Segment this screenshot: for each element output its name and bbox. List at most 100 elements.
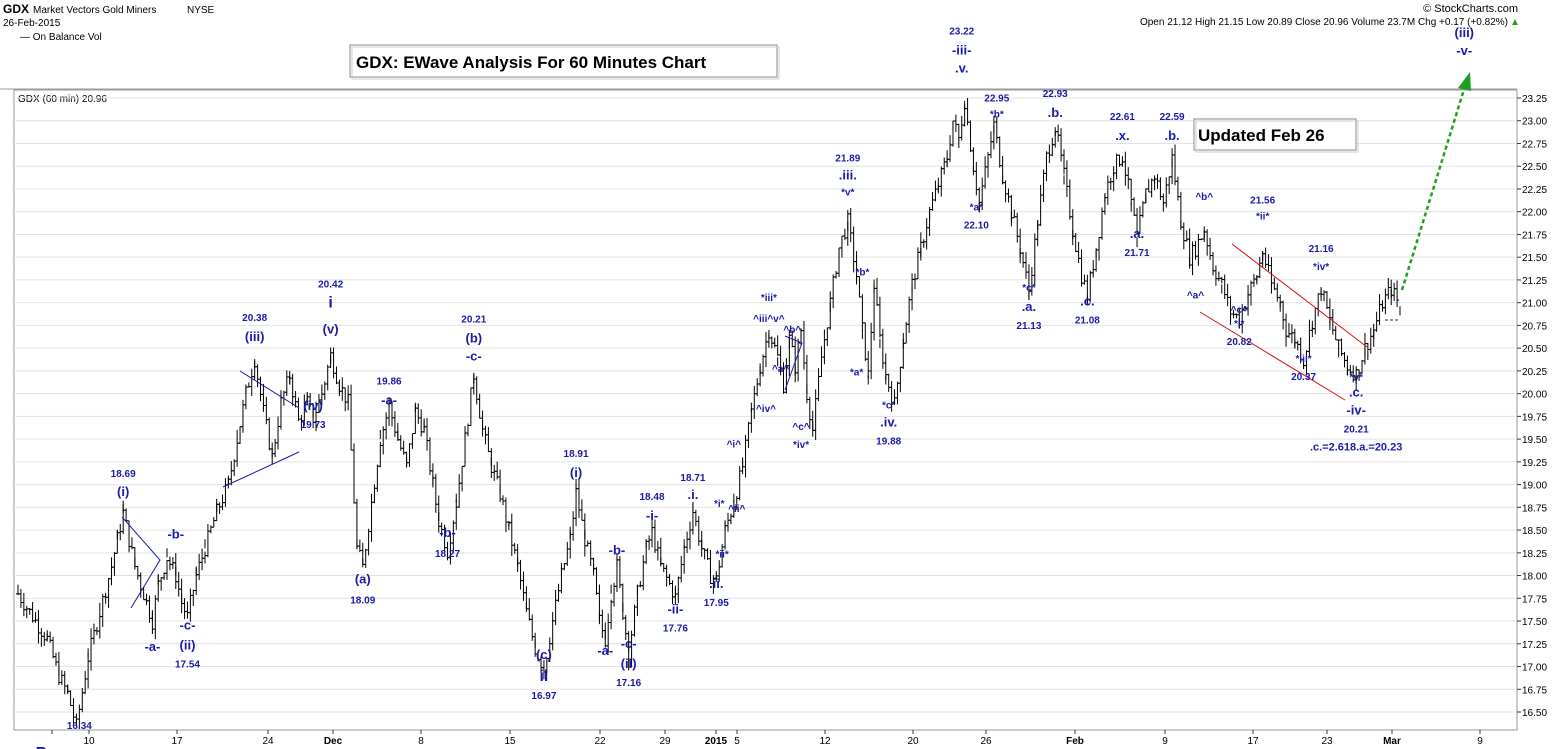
y-tick-label: 20.75 — [1522, 321, 1547, 332]
ohlc-bar — [258, 376, 263, 402]
wave-label: *i* — [1234, 319, 1245, 330]
y-tick-label: 21.50 — [1522, 253, 1547, 264]
wave-label: *v* — [1349, 373, 1362, 384]
ohlc-bar — [407, 443, 412, 468]
ohlc-bar — [638, 581, 643, 588]
x-tick-label: 15 — [504, 736, 516, 747]
ohlc-bar — [290, 373, 295, 406]
wave-label: ^ii^ — [728, 504, 745, 515]
ohlc-bar — [1056, 124, 1061, 142]
wave-label: ^b^ — [1195, 192, 1213, 203]
wave-label: *a* — [850, 367, 863, 378]
y-tick-label: 16.50 — [1522, 708, 1547, 719]
ohlc-bar — [617, 556, 622, 589]
ohlc-bar — [565, 541, 570, 566]
x-tick-label: 17 — [171, 736, 183, 747]
wave-label: .x. — [1115, 128, 1129, 143]
wave-label: 18.48 — [640, 492, 665, 503]
ohlc-bar — [527, 598, 532, 621]
ohlc-bar — [1091, 260, 1096, 278]
x-tick-label: 20 — [907, 736, 919, 747]
y-tick-label: 17.25 — [1522, 640, 1547, 651]
ohlc-bar — [1205, 229, 1210, 256]
ohlc-bar — [1047, 144, 1052, 164]
y-tick-label: 22.75 — [1522, 139, 1547, 150]
wave-label: 19.88 — [876, 437, 901, 448]
ohlc-bar — [886, 373, 891, 392]
ohlc-bar — [419, 409, 424, 437]
x-axis: 10 17 24 Dec 8 15 22 29 2015 5 12 20 26 Feb 9 17 23 Mar 9 — [51, 730, 1483, 747]
ohlc-bar — [1395, 280, 1400, 308]
ohlc-bar — [1365, 342, 1370, 360]
ohlc-bar — [106, 577, 111, 609]
wave-label: 18.09 — [350, 595, 375, 606]
wave-label: 21.16 — [1309, 244, 1334, 255]
symbol-name: Market Vectors Gold Miners — [33, 5, 156, 16]
ohlc-bar — [866, 350, 871, 379]
ohlc-bar — [1024, 252, 1029, 279]
up-arrow-icon — [1512, 19, 1518, 25]
ohlc-bar — [1050, 137, 1055, 157]
wave-label: .i. — [688, 487, 699, 502]
ohlc-bar — [895, 381, 900, 405]
wave-label: 17.54 — [175, 659, 200, 670]
ohlc-bar — [974, 161, 979, 196]
ohlc-bar — [255, 364, 260, 388]
x-tick-label: 24 — [262, 736, 274, 747]
wave-label: 22.93 — [1043, 89, 1068, 100]
ohlc-bar — [159, 577, 164, 591]
ohlc-bar — [165, 560, 170, 580]
ohlc-bar — [1263, 247, 1268, 269]
wave-label: -b- — [439, 525, 456, 540]
wave-label: *c* — [1022, 283, 1035, 294]
wave-label: ^c^ — [792, 422, 809, 433]
ohlc-bar — [1041, 169, 1046, 202]
ohlc-bar — [205, 523, 210, 558]
ohlc-bar — [375, 464, 380, 492]
wave-label: -v- — [1456, 43, 1472, 58]
wave-label: *b* — [990, 109, 1004, 120]
ohlc-bar — [1061, 149, 1066, 175]
analysis-title: GDX: EWave Analysis For 60 Minutes Chart — [356, 53, 706, 72]
ohlc-bar — [775, 335, 780, 356]
ohlc-bar — [679, 555, 684, 583]
x-tick-label: 12 — [819, 736, 831, 747]
ohlc-bar — [1164, 177, 1169, 208]
ohlc-bar — [343, 387, 348, 412]
ohlc-bar — [425, 418, 430, 451]
ohlc-bar — [571, 511, 576, 541]
ohlc-bar — [1070, 209, 1075, 246]
ohlc-bar — [959, 115, 964, 141]
x-tick-label: 9 — [1477, 736, 1483, 747]
ohlc-bar — [36, 609, 41, 644]
wave-label: i — [328, 294, 332, 311]
x-tick-label: Dec — [324, 736, 343, 747]
wave-label: (i) — [570, 465, 582, 480]
y-tick-label: 17.75 — [1522, 594, 1547, 605]
y-tick-label: 18.25 — [1522, 549, 1547, 560]
ohlc-bar — [1374, 311, 1379, 332]
watermark: © StockCharts.com — [1423, 3, 1518, 15]
ohlc-bar — [968, 120, 973, 153]
ohlc-bar — [1067, 179, 1072, 220]
wave-label: 18.91 — [564, 449, 589, 460]
ohlc-bar — [223, 478, 228, 507]
wave-label: 22.59 — [1160, 112, 1185, 123]
ohlc-readout: Open 21.12 High 21.15 Low 20.89 Close 20… — [1140, 17, 1508, 28]
ohlc-bar — [21, 592, 26, 617]
wave-label: 20.82 — [1227, 337, 1252, 348]
ohlc-bar — [743, 434, 748, 478]
title-box — [349, 44, 778, 78]
ohlc-bar — [1383, 288, 1388, 315]
ohlc-bar — [988, 131, 993, 159]
ohlc-bar — [284, 370, 289, 396]
ohlc-bar — [48, 631, 53, 643]
ohlc-bar — [556, 583, 561, 602]
y-tick-label: 21.00 — [1522, 299, 1547, 310]
y-tick-label: 18.50 — [1522, 526, 1547, 537]
x-tick-label: 23 — [1321, 736, 1333, 747]
ohlc-bar — [600, 609, 605, 638]
y-tick-label: 21.25 — [1522, 276, 1547, 287]
ohlc-bar — [804, 354, 809, 404]
